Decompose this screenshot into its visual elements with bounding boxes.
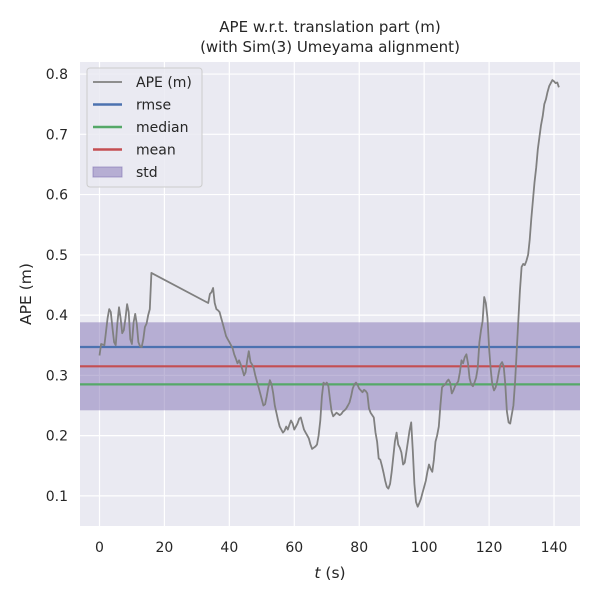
y-tick-label: 0.2 xyxy=(46,429,68,445)
legend-label-rmse: rmse xyxy=(136,98,171,114)
x-tick-labels: 0 20 40 60 80 100 120 140 xyxy=(95,540,567,556)
legend-box xyxy=(86,67,203,188)
x-tick-label: 40 xyxy=(220,540,238,556)
y-tick-label: 0.7 xyxy=(46,127,68,143)
x-tick-label: 120 xyxy=(476,540,503,556)
x-tick-label: 80 xyxy=(350,540,368,556)
legend-label-std: std xyxy=(136,165,158,181)
x-tick-label: 20 xyxy=(156,540,174,556)
legend-label-mean: mean xyxy=(136,143,176,159)
chart-subtitle: (with Sim(3) Umeyama alignment) xyxy=(200,38,460,56)
y-tick-label: 0.1 xyxy=(46,489,68,505)
y-axis-label: APE (m) xyxy=(17,263,35,325)
y-tick-label: 0.3 xyxy=(46,368,68,384)
x-tick-label: 100 xyxy=(411,540,438,556)
legend-swatch-std xyxy=(92,166,123,178)
y-tick-label: 0.4 xyxy=(46,308,68,324)
y-tick-labels: 0.1 0.2 0.3 0.4 0.5 0.6 0.7 0.8 xyxy=(46,67,68,505)
legend-label-ape: APE (m) xyxy=(136,75,192,91)
legend-label-median: median xyxy=(136,120,188,136)
ape-series-line xyxy=(98,79,560,508)
chart-title: APE w.r.t. translation part (m) xyxy=(219,18,440,36)
legend: APE (m) rmse median mean std xyxy=(86,67,203,188)
y-tick-label: 0.5 xyxy=(46,248,68,264)
x-tick-label: 140 xyxy=(541,540,568,556)
x-axis-label: t (s) xyxy=(314,564,345,582)
x-tick-label: 0 xyxy=(95,540,104,556)
x-tick-label: 60 xyxy=(285,540,303,556)
x-gridlines xyxy=(98,62,555,526)
y-tick-label: 0.8 xyxy=(46,67,68,83)
y-tick-label: 0.6 xyxy=(46,188,68,204)
